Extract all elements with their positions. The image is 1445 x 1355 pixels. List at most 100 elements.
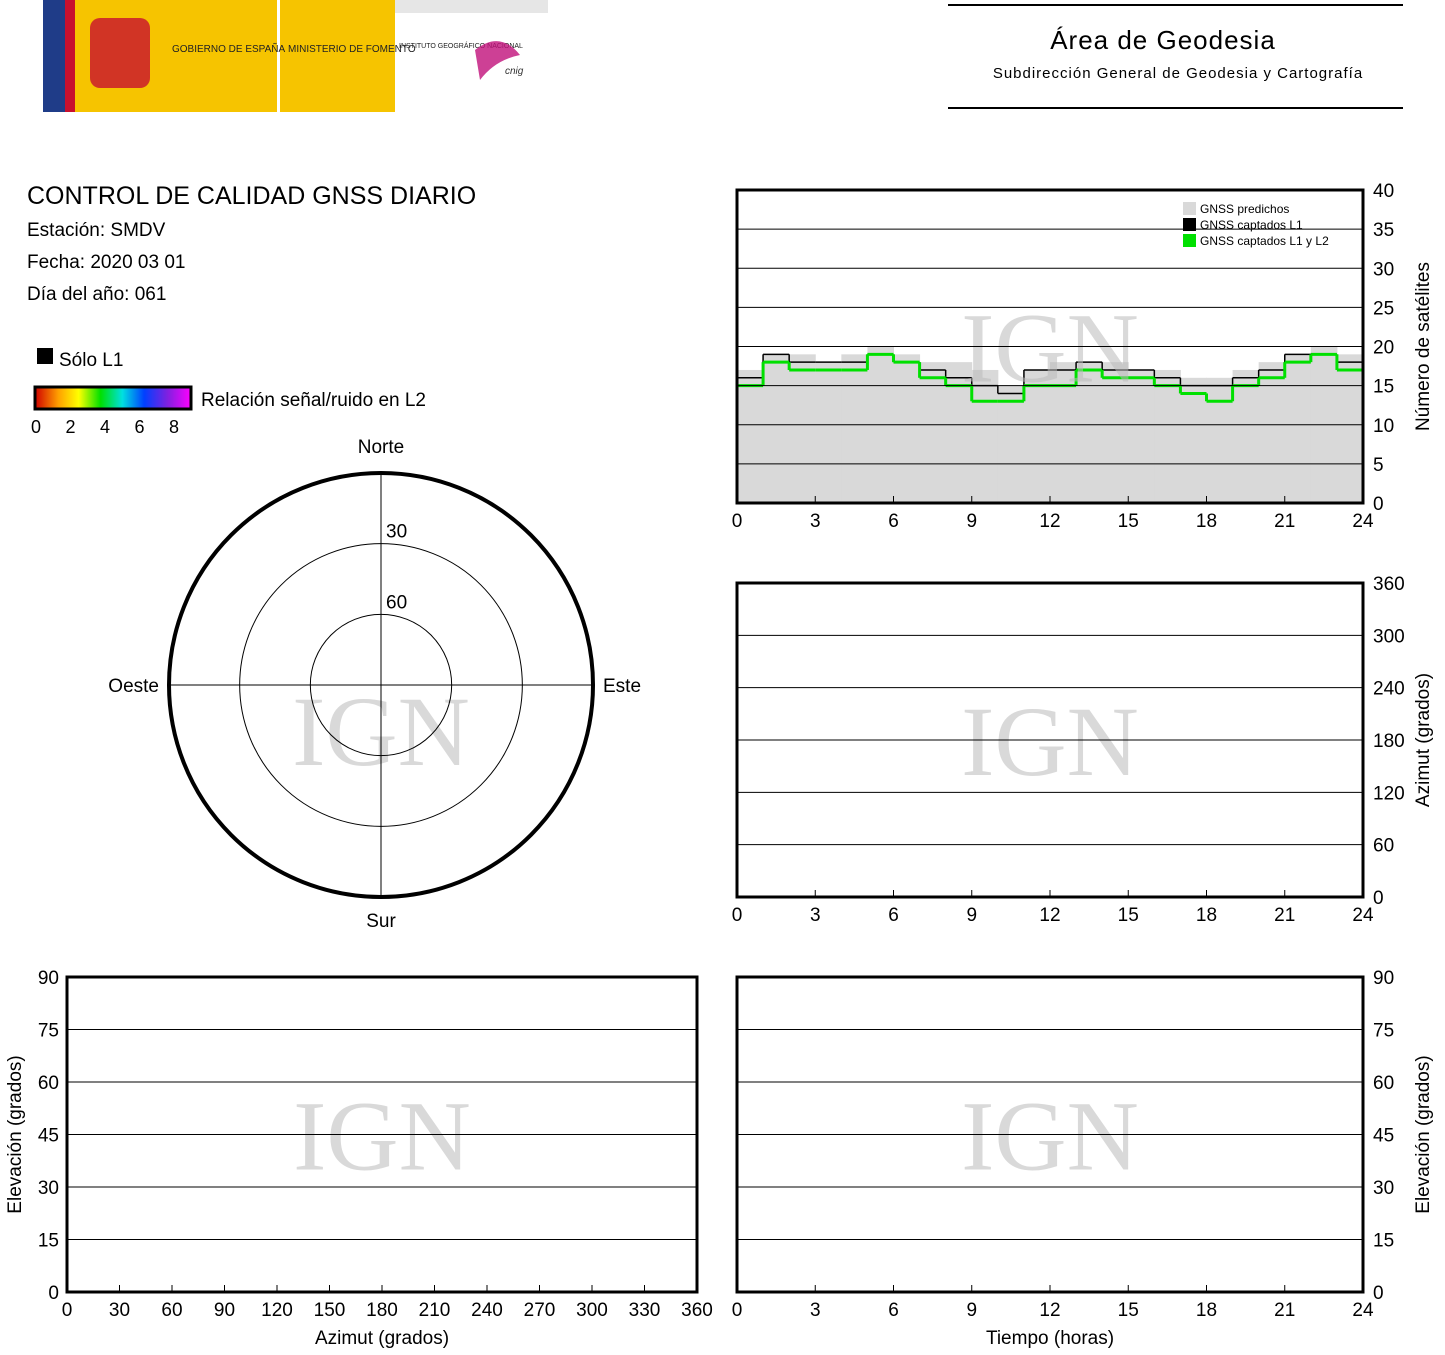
x-tick-label: 180	[366, 1300, 398, 1321]
y-tick-label: 10	[1373, 416, 1394, 437]
plot-frame	[735, 188, 1365, 505]
horizon	[167, 471, 595, 899]
y-tick-label: 0	[1373, 494, 1384, 515]
x-tick-label: 150	[314, 1300, 346, 1321]
y-tick-label: 60	[1373, 1073, 1394, 1094]
x-tick-label: 12	[1039, 905, 1060, 926]
x-tick-label: 210	[419, 1300, 451, 1321]
report-date: Fecha: 2020 03 01	[27, 252, 185, 273]
x-tick-label: 90	[214, 1300, 235, 1321]
y-tick-label: 45	[1373, 1126, 1394, 1147]
y-tick-label: 90	[1373, 968, 1394, 989]
x-tick-label: 21	[1274, 1300, 1295, 1321]
x-tick-label: 6	[888, 905, 899, 926]
x-tick-label: 0	[732, 1300, 743, 1321]
x-tick-label: 0	[62, 1300, 73, 1321]
x-tick-label: 18	[1196, 511, 1217, 532]
predicted-bar	[997, 385, 1025, 503]
watermark: IGN	[961, 686, 1139, 797]
plot-frame	[735, 581, 1365, 899]
x-tick-label: 240	[471, 1300, 503, 1321]
ring-label: 60	[386, 592, 407, 613]
x-tick-label: 360	[681, 1300, 713, 1321]
legend-swatch	[1183, 218, 1196, 231]
predicted-bar	[815, 362, 842, 503]
y-tick-label: 25	[1373, 298, 1394, 319]
predicted-bar	[971, 369, 999, 503]
elevation-ring	[239, 543, 523, 827]
y-tick-label: 40	[1373, 181, 1394, 202]
x-tick-label: 60	[161, 1300, 182, 1321]
legend-swatch	[1183, 234, 1196, 247]
y-tick-label: 300	[1373, 626, 1405, 647]
report-doy: Día del año: 061	[27, 284, 166, 305]
flag-stripe	[65, 0, 75, 112]
ring-label: 30	[386, 522, 407, 543]
x-tick-label: 120	[261, 1300, 293, 1321]
predicted-bar	[1284, 354, 1312, 503]
y-tick-label: 60	[1373, 836, 1394, 857]
x-tick-label: 30	[109, 1300, 130, 1321]
legend-swatch	[37, 348, 53, 364]
y-tick-label: 75	[38, 1021, 59, 1042]
x-tick-label: 9	[966, 1300, 977, 1321]
direction-label: Sur	[366, 911, 396, 932]
x-tick-label: 330	[629, 1300, 661, 1321]
y-tick-label: 15	[1373, 377, 1394, 398]
predicted-bar	[789, 354, 816, 503]
y-tick-label: 15	[1373, 1231, 1394, 1252]
y-tick-label: 45	[38, 1126, 59, 1147]
predicted-bar	[1180, 377, 1207, 503]
direction-label: Oeste	[108, 676, 159, 697]
x-axis-label: Tiempo (horas)	[986, 1328, 1114, 1349]
x-tick-label: 24	[1352, 511, 1374, 532]
predicted-bar	[1206, 377, 1234, 503]
x-tick-label: 0	[732, 905, 743, 926]
predicted-bar	[1336, 354, 1364, 503]
elevation-ring	[309, 613, 453, 757]
logo-text: GOBIERNO DE ESPAÑA	[172, 42, 286, 55]
logo-text: INSTITUTO GEOGRÁFICO NACIONAL	[399, 41, 523, 50]
report-station: Estación: SMDV	[27, 220, 166, 241]
y-tick-label: 180	[1373, 731, 1405, 752]
y-tick-label: 5	[1373, 455, 1384, 476]
y-axis-label: Azimut (grados)	[1413, 673, 1434, 807]
x-tick-label: 3	[810, 905, 821, 926]
snr-tick-label: 0	[31, 417, 41, 437]
predicted-bar	[1232, 369, 1260, 503]
legend-label: GNSS captados L1 y L2	[1200, 234, 1329, 248]
x-tick-label: 9	[966, 905, 977, 926]
predicted-bar	[1154, 369, 1181, 503]
y-tick-label: 60	[38, 1073, 59, 1094]
predicted-bar	[919, 362, 947, 503]
chart-3: IGN 0 15 30 45 60 75 90 0 30 60 90 120 150 180 210 240 27…	[5, 968, 713, 1349]
y-axis-label: Elevación (grados)	[1413, 1055, 1434, 1213]
predicted-bar	[1128, 369, 1155, 503]
y-tick-label: 35	[1373, 220, 1394, 241]
legend-l1: Sólo L1	[59, 350, 123, 371]
predicted-bar	[893, 354, 921, 503]
snr-tick-label: 6	[134, 417, 144, 437]
chart-4: IGN 0 15 30 45 60 75 90 0 3 6 9 12 15 18 21 24 Tiempo (ho…	[732, 968, 1434, 1349]
chart-2: IGN 0 60 120 180 240 300 360 0 3 6 9 12 15 18 21 24 Azimu…	[732, 574, 1434, 926]
legend-swatch	[1183, 202, 1196, 215]
direction-label: Este	[603, 676, 641, 697]
x-tick-label: 18	[1196, 1300, 1217, 1321]
x-axis-label: Azimut (grados)	[315, 1328, 449, 1349]
x-tick-label: 3	[810, 511, 821, 532]
x-tick-label: 270	[524, 1300, 556, 1321]
x-tick-label: 24	[1352, 1300, 1374, 1321]
eu-strip	[43, 0, 65, 112]
x-tick-label: 15	[1118, 905, 1139, 926]
logo-text: cnig	[505, 66, 524, 77]
direction-label: Norte	[358, 437, 404, 458]
y-tick-label: 0	[48, 1283, 59, 1304]
x-tick-label: 12	[1039, 511, 1060, 532]
plot-frame	[65, 975, 699, 1294]
watermark: IGN	[961, 1081, 1139, 1192]
x-tick-label: 12	[1039, 1300, 1060, 1321]
predicted-bar	[1023, 369, 1051, 503]
y-tick-label: 0	[1373, 888, 1384, 909]
snr-tick-label: 8	[169, 417, 179, 437]
